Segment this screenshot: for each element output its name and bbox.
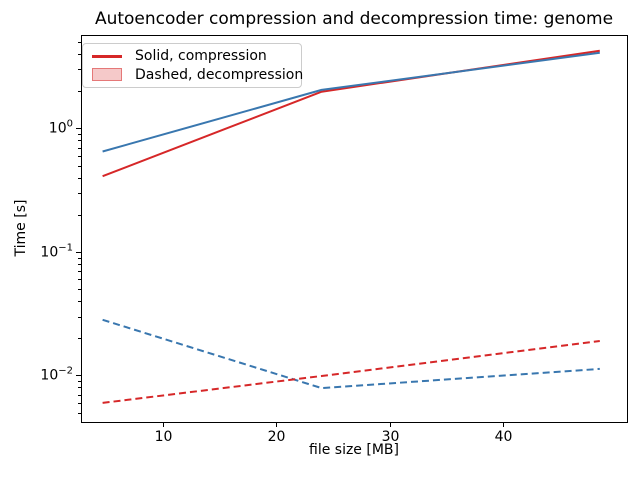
legend-label-dashed-decompression: Dashed, decompression [135,66,304,83]
y-tick-label: 10−2 [40,366,73,384]
y-axis-label: Time [s] [13,199,29,257]
legend-red-line-swatch [92,54,122,58]
legend: Solid, compression Dashed, decompression [82,43,303,88]
x-tick-label: 20 [268,429,286,445]
x-tick-label: 40 [495,429,513,445]
legend-label-solid-compression: Solid, compression [135,48,267,65]
y-tick-label: 10−1 [40,243,73,261]
x-tick-label: 30 [382,429,400,445]
legend-red-patch-swatch [92,68,122,82]
y-tick-label: 100 [49,119,73,137]
decompression-red-dashed-line [102,340,600,404]
legend-entry-solid-compression: Solid, compression [92,49,292,63]
x-axis-label: file size [MB] [309,442,399,458]
chart-title: Autoencoder compression and decompressio… [94,9,614,29]
axes-spines [81,35,628,423]
compression-blue-solid-line [102,51,600,153]
decompression-blue-dashed-line [102,318,600,390]
legend-entry-dashed-decompression: Dashed, decompression [92,68,303,82]
x-tick-label: 10 [155,429,173,445]
